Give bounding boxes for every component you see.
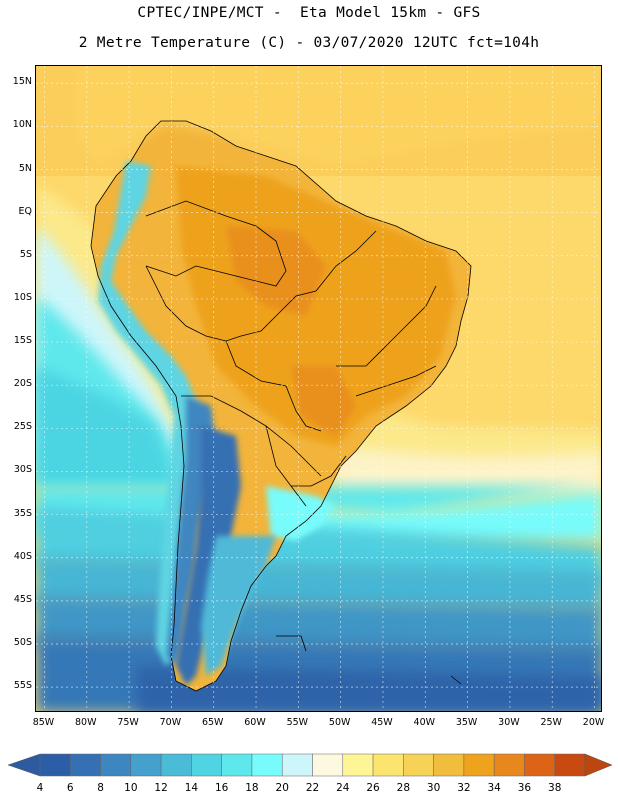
colorbar-tick-label: 22 [305,782,320,794]
lon-tick-label: 75W [117,717,139,728]
lat-tick-label: 35S [13,507,32,519]
colorbar-swatch [433,753,465,777]
title-line-1: CPTEC/INPE/MCT - Eta Model 15km - GFS [137,5,481,21]
colorbar-swatch [39,753,71,777]
colorbar-swatch [524,753,555,777]
lat-tick-label: 5S [19,248,32,260]
lon-tick-label: 65W [201,717,224,728]
colorbar-tick-label: 6 [66,782,74,794]
lat-tick-label: 40S [13,550,32,562]
colorbar-swatch [493,753,525,777]
colorbar-tick-label: 8 [97,782,104,794]
lat-tick-label: 10N [12,119,32,131]
colorbar-swatch [554,753,586,777]
colorbar-tick-label: 20 [275,782,289,794]
lat-tick-label: 30S [13,464,32,476]
colorbar-swatch [130,753,162,777]
colorbar-tick-label: 16 [214,782,229,794]
temperature-map [35,65,602,712]
lon-tick-label: 40W [413,717,436,728]
lon-tick-label: 50W [328,717,351,728]
colorbar [7,753,613,777]
lon-tick-label: 20W [582,717,605,728]
lat-tick-label: 25S [13,421,32,433]
colorbar-tick-label: 36 [517,782,532,794]
colorbar-tick-label: 34 [487,782,501,794]
land-temperature-field [76,66,601,691]
lat-tick-label: 15S [13,335,32,347]
colorbar-swatch [372,753,404,777]
colorbar-swatch [312,753,344,777]
colorbar-swatch [221,753,253,777]
lat-tick-label: 15N [12,76,32,88]
colorbar-swatch [191,753,222,777]
lat-tick-label: 5N [18,162,32,174]
lon-tick-label: 70W [159,717,182,728]
colorbar-tick-label: 26 [366,782,380,794]
title-line-2: 2 Metre Temperature (C) - 03/07/2020 12U… [78,35,540,51]
colorbar-tick-label: 24 [336,782,350,794]
colorbar-tick-label: 12 [154,782,168,794]
lon-tick-label: 60W [244,717,266,728]
lon-tick-label: 25W [540,717,562,728]
colorbar-swatch [342,753,374,777]
lat-tick-label: 10S [13,291,32,303]
lat-tick-label: 50S [13,636,32,648]
colorbar-high-arrow [584,753,613,777]
colorbar-tick-label: 30 [426,782,441,794]
lon-tick-label: 80W [75,717,97,728]
lon-tick-label: 30W [498,717,520,728]
lon-tick-label: 45W [371,717,393,728]
colorbar-swatch [160,753,192,777]
colorbar-tick-label: 14 [184,782,199,794]
colorbar-tick-label: 32 [457,782,471,794]
map-canvas [36,66,601,711]
colorbar-low-arrow [7,753,41,777]
colorbar-tick-label: 38 [548,782,562,794]
lat-tick-label: EQ [18,205,32,217]
lat-tick-label: 55S [13,680,32,692]
lon-tick-label: 35W [455,717,478,728]
colorbar-swatch [100,753,132,777]
colorbar-tick-label: 4 [36,782,44,794]
colorbar-tick-label: 18 [245,782,259,794]
colorbar-tick-label: 10 [124,782,138,794]
colorbar-swatch [251,753,283,777]
colorbar-swatch [403,753,434,777]
lon-tick-label: 85W [32,717,55,728]
lon-tick-label: 55W [286,717,309,728]
colorbar-tick-label: 28 [396,782,411,794]
lat-tick-label: 20S [13,378,32,390]
colorbar-swatch [463,753,495,777]
colorbar-swatch [70,753,101,777]
lat-tick-label: 45S [13,593,32,605]
colorbar-swatch [281,753,313,777]
